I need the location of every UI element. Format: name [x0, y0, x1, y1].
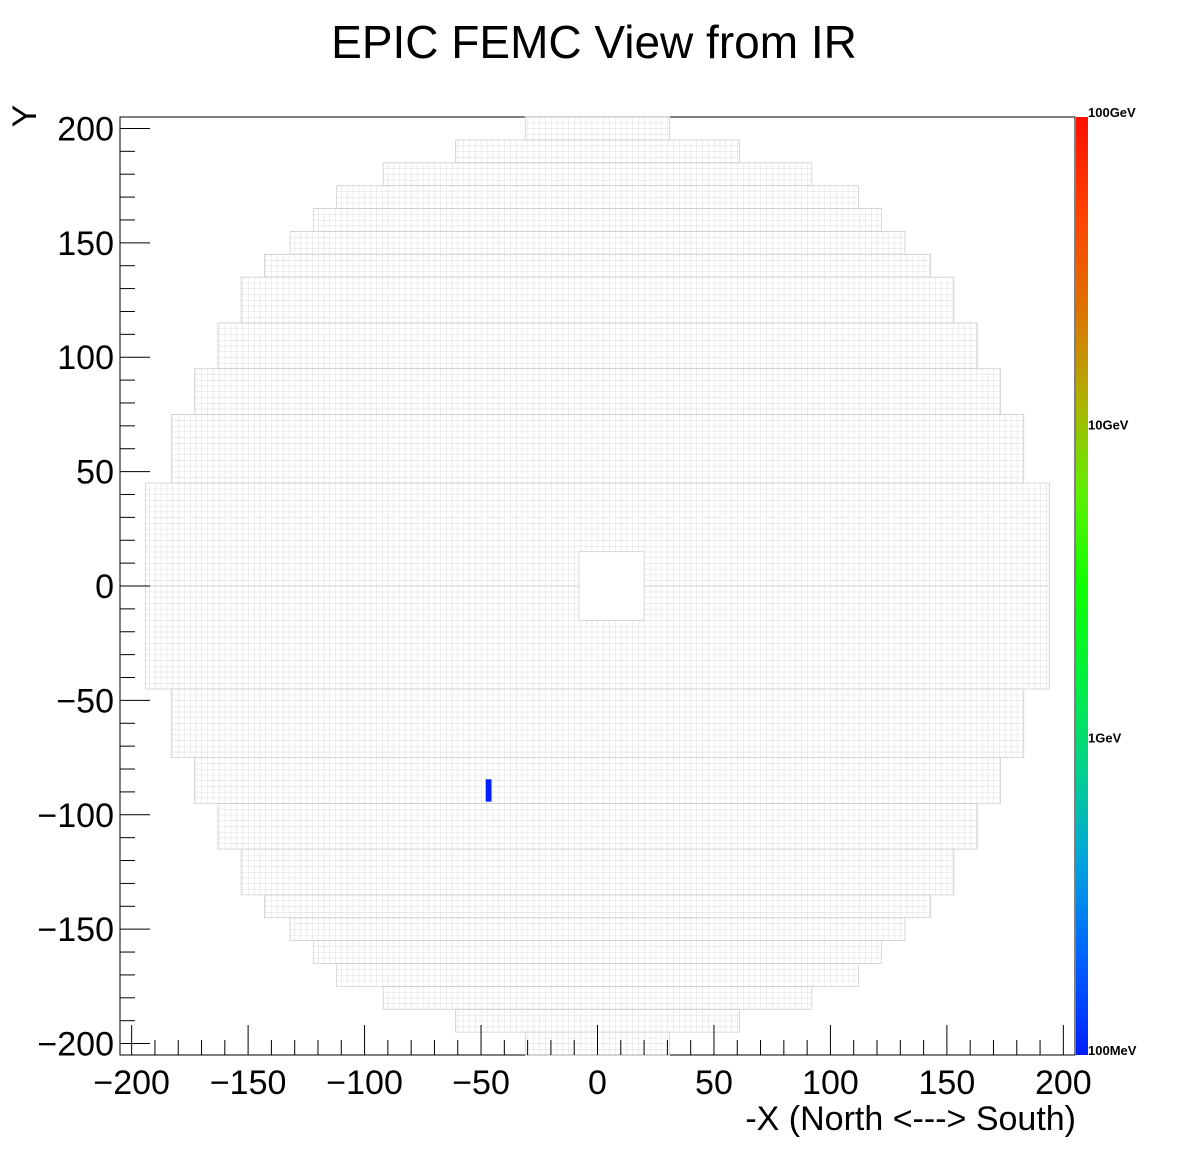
energy-hits — [485, 779, 492, 802]
cell-block — [240, 276, 955, 324]
hit-cell — [485, 779, 492, 802]
cell-block — [170, 688, 1025, 758]
cell-block — [170, 414, 1025, 484]
cell-block — [382, 985, 813, 1010]
y-tick-label: 150 — [57, 225, 114, 263]
plot-area — [119, 116, 1076, 1056]
x-tick-label: −200 — [93, 1064, 170, 1102]
energy-colorbar: 100GeV 10GeV 1GeV 100MeV — [1076, 105, 1137, 1058]
x-tick-labels: −200 −150 −100 −50 0 50 100 150 200 — [93, 1064, 1091, 1102]
y-tick-labels: 200 150 100 50 0 −50 −100 −150 −200 — [37, 110, 114, 1063]
y-tick-label: −100 — [37, 797, 114, 835]
cell-block — [382, 162, 813, 187]
colorbar-gradient — [1076, 117, 1088, 1055]
cell-block — [455, 139, 740, 164]
x-tick-label: −100 — [326, 1064, 403, 1102]
y-tick-label: −50 — [56, 682, 114, 720]
cell-block — [289, 230, 906, 255]
x-tick-label: −150 — [210, 1064, 287, 1102]
y-axis-title: Y — [6, 105, 44, 128]
calorimeter-cells — [145, 116, 1050, 1056]
cell-block — [289, 917, 906, 942]
cell-block — [264, 894, 931, 919]
y-tick-label: −150 — [37, 911, 114, 949]
x-tick-label: 0 — [588, 1064, 607, 1102]
cell-block — [336, 963, 859, 987]
cell-block — [312, 208, 883, 232]
cell-block — [194, 757, 1001, 804]
x-tick-label: 100 — [802, 1064, 859, 1102]
colorbar-labels: 100GeV 10GeV 1GeV 100MeV — [1088, 105, 1137, 1058]
cell-block — [312, 940, 883, 964]
y-tick-label: 0 — [95, 568, 114, 606]
colorbar-label: 100GeV — [1088, 105, 1136, 120]
x-tick-label: 200 — [1035, 1064, 1092, 1102]
x-tick-label: −50 — [452, 1064, 510, 1102]
y-tick-label: −200 — [37, 1026, 114, 1064]
cell-block — [194, 368, 1001, 415]
colorbar-label: 1GeV — [1088, 730, 1122, 745]
beam-pipe-hole — [578, 551, 645, 621]
x-tick-label: 150 — [919, 1064, 976, 1102]
cell-block — [524, 116, 671, 141]
chart-title: EPIC FEMC View from IR — [331, 16, 857, 68]
x-tick-label: 50 — [695, 1064, 733, 1102]
cell-block — [240, 848, 955, 896]
cell-block — [217, 322, 978, 370]
colorbar-label: 10GeV — [1088, 418, 1129, 433]
cell-block — [264, 253, 931, 278]
cell-block — [336, 185, 859, 209]
cell-block — [217, 802, 978, 850]
y-tick-label: 100 — [57, 339, 114, 377]
colorbar-label: 100MeV — [1088, 1043, 1137, 1058]
y-tick-label: 50 — [76, 454, 114, 492]
axis-ticks — [120, 127, 1064, 1055]
x-axis-title: -X (North <---> South) — [745, 1100, 1076, 1138]
y-tick-label: 200 — [57, 110, 114, 148]
